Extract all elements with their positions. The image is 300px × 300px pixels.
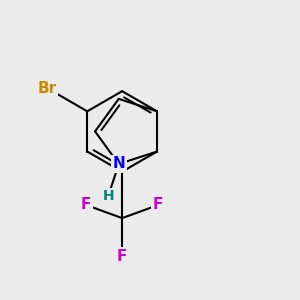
Text: F: F [81,197,91,212]
Text: H: H [102,189,114,203]
Text: N: N [112,157,125,172]
Text: F: F [153,197,164,212]
Text: Br: Br [38,81,57,96]
Text: F: F [117,249,127,264]
